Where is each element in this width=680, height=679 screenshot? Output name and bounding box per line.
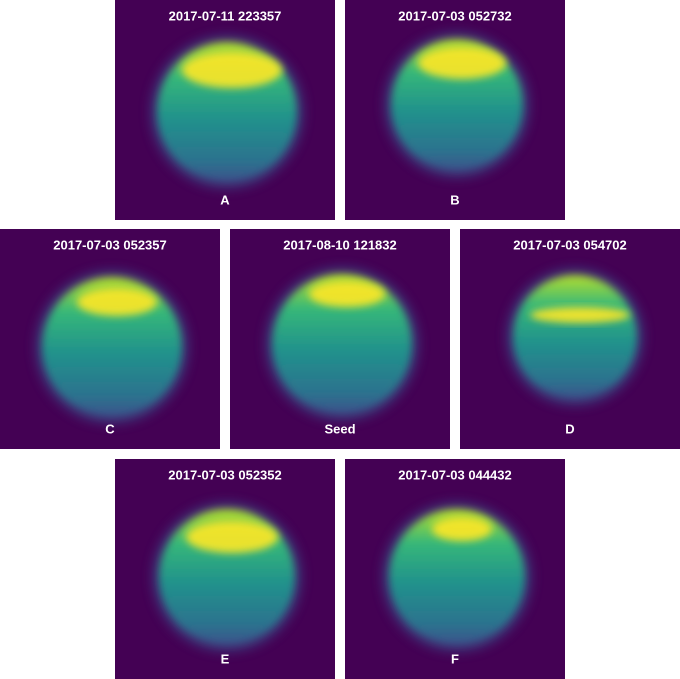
panel-label: B [450,192,459,207]
image-panel: 2017-07-03 052732 B [345,0,565,220]
highlight [77,288,157,316]
panel-label: A [220,192,230,207]
panel-title: 2017-07-03 052352 [168,467,282,482]
highlight [186,521,278,553]
image-panel: 2017-08-10 121832 Seed [230,229,450,449]
image-panel: 2017-07-03 052352 E [115,459,335,679]
highlight [182,52,282,88]
panel-title: 2017-07-03 052357 [53,237,167,252]
panel-title: 2017-07-03 044432 [398,467,512,482]
panel-label: F [451,651,459,666]
panel-title: 2017-07-03 054702 [513,237,627,252]
image-panel: 2017-07-11 223357 A [115,0,335,220]
sphere [389,509,525,645]
sphere [272,274,412,414]
image-panel: 2017-07-03 044432 F [345,459,565,679]
sphere [513,275,637,399]
image-panel: 2017-07-03 054702 D [460,229,680,449]
highlight [530,307,630,323]
panel-label: D [565,421,574,436]
panel-label: C [105,421,115,436]
sphere [42,277,182,417]
highlight [309,281,385,307]
panel-title: 2017-08-10 121832 [283,237,397,252]
highlight [432,517,492,541]
panel-label: Seed [324,421,355,436]
image-panel: 2017-07-03 052357 C [0,229,220,449]
panel-label: E [221,651,230,666]
panel-title: 2017-07-11 223357 [169,8,282,23]
panel-title: 2017-07-03 052732 [398,8,512,23]
highlight [418,47,506,79]
